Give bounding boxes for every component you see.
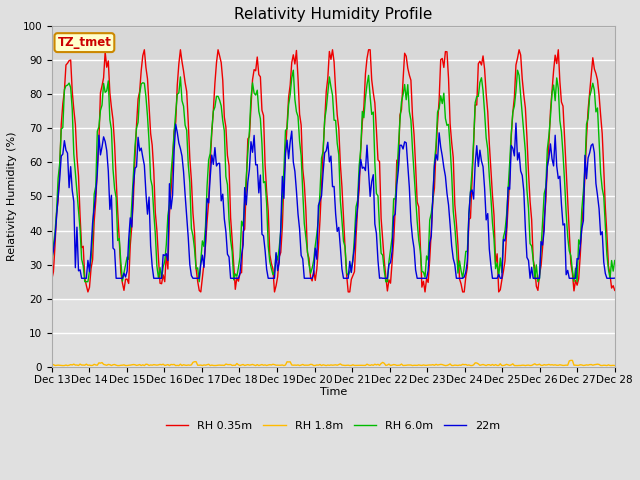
RH 6.0m [81,279,88,285]
Line: RH 0.35m: RH 0.35m [52,50,615,292]
22m [118,276,126,281]
RH 1.8m [48,362,56,368]
22m [218,198,225,204]
RH 1.8m [118,362,126,368]
RH 1.8m [246,362,253,368]
Legend: RH 0.35m, RH 1.8m, RH 6.0m, 22m: RH 0.35m, RH 1.8m, RH 6.0m, 22m [162,417,505,436]
RH 0.35m [247,104,255,109]
RH 0.35m [141,47,148,53]
RH 6.0m [611,258,619,264]
RH 1.8m [218,362,225,368]
RH 0.35m [582,135,590,141]
RH 0.35m [48,276,56,282]
Bar [52,299,615,367]
22m [48,255,56,261]
RH 1.8m [296,363,303,369]
RH 6.0m [582,121,590,127]
22m [611,275,619,281]
RH 1.8m [611,363,619,369]
RH 1.8m [582,362,590,368]
RH 1.8m [567,358,575,363]
RH 0.35m [118,280,126,286]
RH 0.35m [611,288,619,293]
Line: 22m: 22m [52,123,615,278]
22m [246,167,253,172]
RH 6.0m [236,254,244,260]
RH 6.0m [118,278,126,284]
RH 1.8m [236,362,244,368]
RH 6.0m [289,67,297,73]
RH 6.0m [48,261,56,267]
Title: Relativity Humidity Profile: Relativity Humidity Profile [234,7,433,22]
Text: TZ_tmet: TZ_tmet [58,36,111,49]
RH 6.0m [218,103,225,109]
22m [236,271,244,276]
RH 0.35m [219,77,227,83]
22m [78,276,86,281]
X-axis label: Time: Time [319,387,347,397]
22m [512,120,520,126]
RH 6.0m [298,153,305,158]
Line: RH 6.0m: RH 6.0m [52,70,615,282]
RH 0.35m [84,289,92,295]
RH 1.8m [114,363,122,369]
22m [582,176,590,181]
22m [296,226,303,232]
Y-axis label: Relativity Humidity (%): Relativity Humidity (%) [7,132,17,261]
RH 0.35m [298,122,305,128]
RH 0.35m [237,270,245,276]
RH 6.0m [246,128,253,134]
Line: RH 1.8m: RH 1.8m [52,360,615,366]
